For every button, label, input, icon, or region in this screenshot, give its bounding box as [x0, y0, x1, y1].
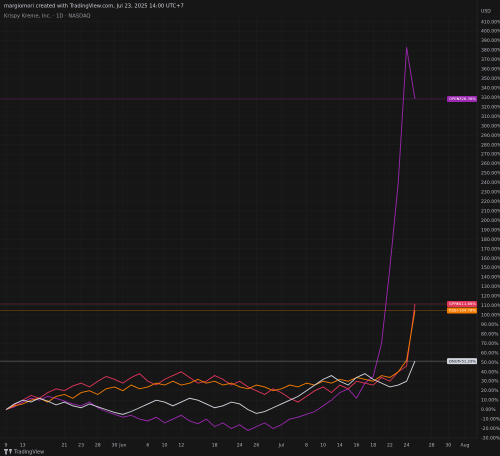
- y-tick-label: 250.00%: [481, 171, 500, 177]
- y-tick-label: 70.00%: [481, 341, 499, 347]
- y-tick-label: 330.00%: [481, 95, 500, 101]
- x-tick-label: 28: [429, 443, 435, 449]
- brand: TradingView: [13, 450, 44, 456]
- x-tick-label: 23: [78, 443, 84, 449]
- x-tick-label: 30: [445, 443, 451, 449]
- x-tick-label: 22: [387, 443, 393, 449]
- last-value-label: OPEN+328.36%: [447, 96, 477, 103]
- y-tick-label: 280.00%: [481, 142, 500, 148]
- x-tick-label: Aug: [461, 443, 470, 449]
- series-line: [5, 303, 416, 411]
- y-tick-label: 270.00%: [481, 152, 500, 158]
- series-value: +111.66%: [456, 301, 476, 306]
- y-tick-label: 0.00%: [481, 407, 496, 413]
- y-tick-label: 80.00%: [481, 331, 499, 337]
- y-tick-label: 200.00%: [481, 218, 500, 224]
- x-tick-label: 28: [95, 443, 101, 449]
- y-tick-label: 320.00%: [481, 104, 500, 110]
- y-tick-label: 40.00%: [481, 369, 499, 375]
- brand-logo: TradingView: [4, 449, 44, 456]
- label-box: [447, 96, 477, 103]
- y-tick-label: 230.00%: [481, 190, 500, 196]
- y-tick-label: -30.00%: [481, 436, 500, 442]
- last-value-label: KSS +104.76%: [447, 307, 477, 314]
- x-tick-label: 21: [61, 443, 67, 449]
- label-box: [447, 358, 477, 365]
- y-tick-label: 50.00%: [481, 360, 499, 366]
- y-tick-label: 120.00%: [481, 294, 500, 300]
- x-tick-label: 30: [112, 443, 118, 449]
- y-tick-label: 130.00%: [481, 284, 500, 290]
- x-tick-label: 14: [337, 443, 343, 449]
- series-line: [5, 360, 416, 415]
- y-tick-label: 10.00%: [481, 398, 499, 404]
- symbol-info: Krispy Kreme, Inc. · 1D · NASDAQ: [4, 14, 91, 20]
- credit: margiomori created with TradingView.com,…: [4, 4, 184, 10]
- y-tick-label: -10.00%: [481, 417, 500, 423]
- y-tick-label: 180.00%: [481, 237, 500, 243]
- y-tick-label: 220.00%: [481, 199, 500, 205]
- x-tick-label: 16: [354, 443, 360, 449]
- y-tick-label: 360.00%: [481, 67, 500, 73]
- y-tick-label: 20.00%: [481, 388, 499, 394]
- y-tick-label: 380.00%: [481, 48, 500, 54]
- last-value-label: DNUT+51.29%: [447, 358, 477, 365]
- y-tick-label: 410.00%: [481, 19, 500, 25]
- y-tick-label: 290.00%: [481, 133, 500, 139]
- y-tick-label: 90.00%: [481, 322, 499, 328]
- x-tick-label: 8: [305, 443, 308, 449]
- y-tick-label: 30.00%: [481, 379, 499, 385]
- series-name: OPEN: [449, 96, 460, 101]
- x-tick-label: 24: [404, 443, 410, 449]
- series-value: +51.29%: [458, 358, 476, 363]
- x-tick-label: 18: [212, 443, 218, 449]
- y-tick-label: 170.00%: [481, 246, 500, 252]
- x-tick-label: 13: [20, 443, 26, 449]
- series-value: +328.36%: [456, 96, 476, 101]
- y-tick-label: 190.00%: [481, 227, 500, 233]
- x-tick-label: 10: [320, 443, 326, 449]
- y-tick-label: 310.00%: [481, 114, 500, 120]
- x-tick-label: 10: [162, 443, 168, 449]
- x-tick-label: 18: [370, 443, 376, 449]
- series-name: GPRO: [449, 301, 460, 306]
- y-tick-label: 240.00%: [481, 180, 500, 186]
- series-name: DNUT: [449, 358, 461, 363]
- x-tick-label: Jul: [278, 443, 285, 449]
- y-tick-label: -20.00%: [481, 426, 500, 432]
- y-tick-label: 100.00%: [481, 313, 500, 319]
- y-tick-label: 350.00%: [481, 76, 500, 82]
- label-box: [447, 307, 477, 314]
- x-tick-label: 24: [237, 443, 243, 449]
- grid: [0, 18, 477, 439]
- y-tick-label: 160.00%: [481, 256, 500, 262]
- series-line: [5, 310, 416, 411]
- x-tick-label: 12: [178, 443, 184, 449]
- series-name: KSS: [449, 308, 457, 313]
- label-box: [447, 300, 477, 307]
- x-tick-label: Jun: [118, 443, 126, 449]
- y-tick-label: 340.00%: [481, 86, 500, 92]
- y-tick-label: 260.00%: [481, 161, 500, 167]
- y-tick-label: 140.00%: [481, 275, 500, 281]
- y-tick-label: 400.00%: [481, 29, 500, 35]
- x-tick-label: 9: [5, 443, 8, 449]
- x-tick-label: 6: [146, 443, 149, 449]
- currency: USD: [481, 9, 491, 15]
- y-tick-label: 300.00%: [481, 123, 500, 129]
- series-value: +104.76%: [456, 308, 476, 313]
- y-tick-label: 150.00%: [481, 265, 500, 271]
- y-tick-label: 60.00%: [481, 350, 499, 356]
- x-tick-label: 26: [253, 443, 259, 449]
- y-tick-label: 210.00%: [481, 208, 500, 214]
- y-tick-label: 390.00%: [481, 38, 500, 44]
- series-line: [5, 47, 416, 431]
- logo-mark: [4, 449, 12, 455]
- y-tick-label: 370.00%: [481, 57, 500, 63]
- y-tick-label: 110.00%: [481, 303, 500, 309]
- last-value-label: GPRO+111.66%: [447, 300, 477, 307]
